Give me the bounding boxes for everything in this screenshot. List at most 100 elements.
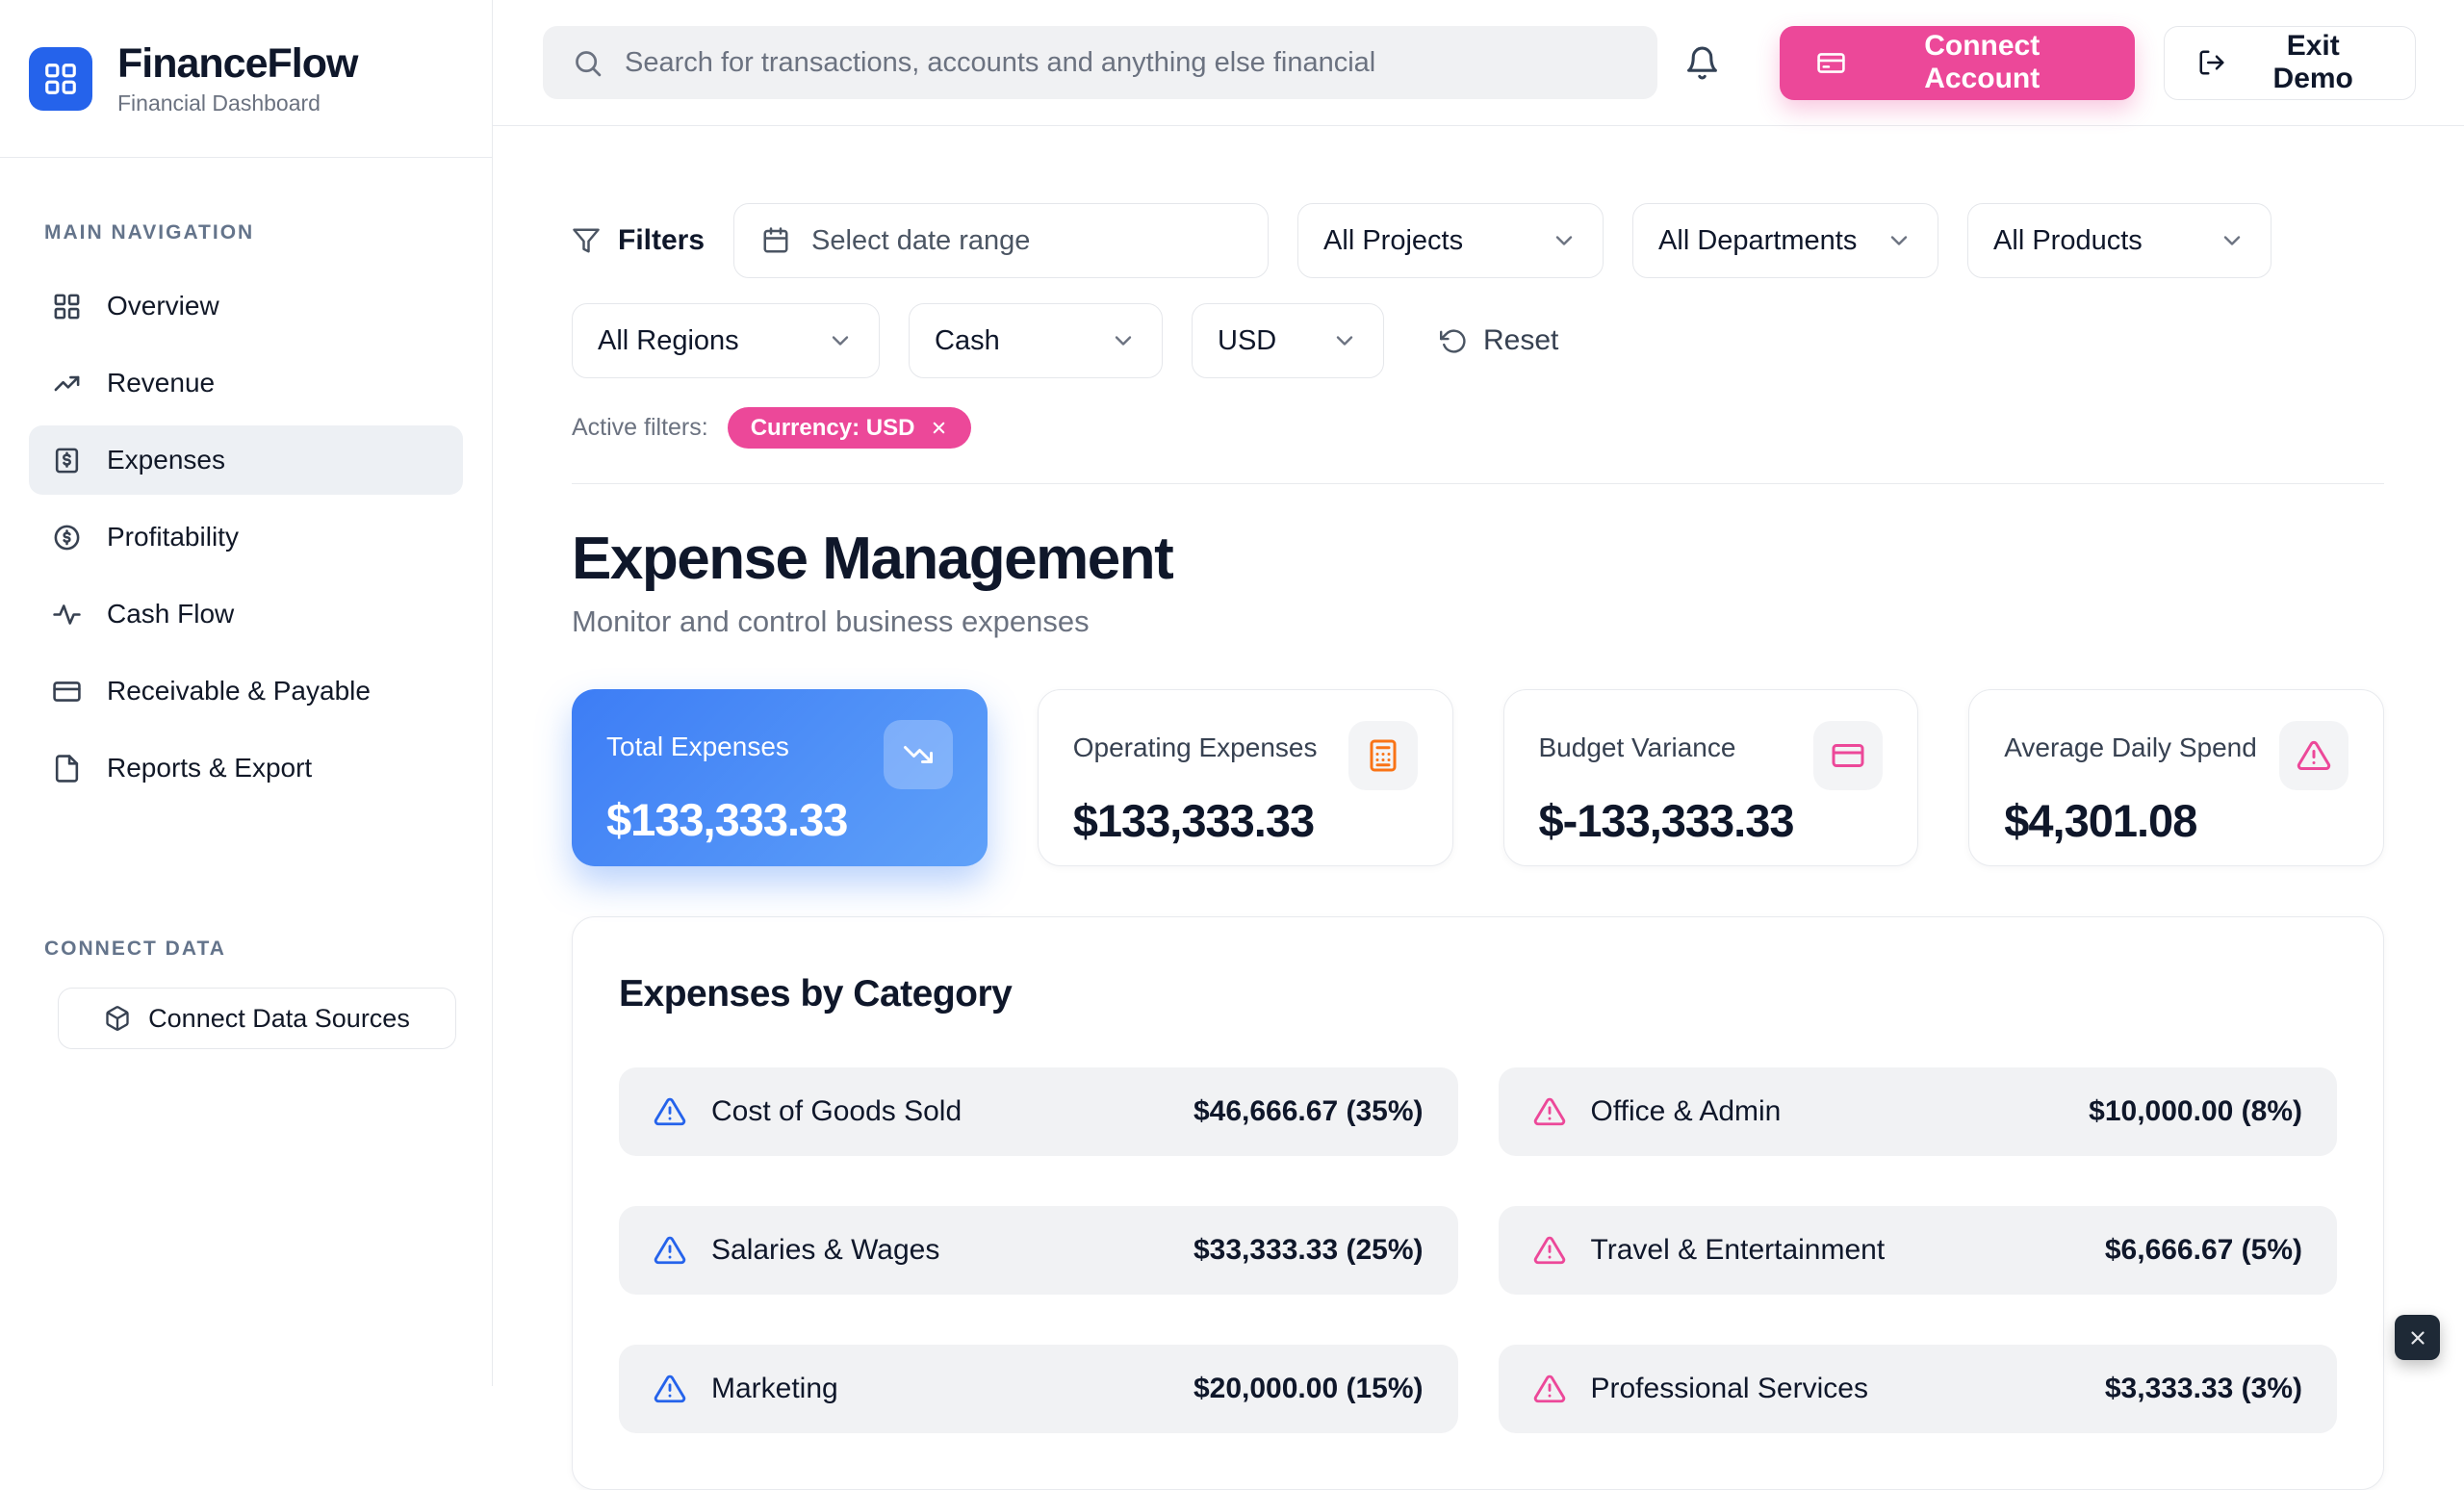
category-value: $6,666.67 (5%): [2104, 1234, 2302, 1266]
category-row-travel-entertainment: Travel & Entertainment $6,666.67 (5%): [1498, 1206, 2337, 1295]
credit-card-icon: [52, 677, 82, 706]
activity-icon: [52, 600, 82, 629]
app-logo-icon: [29, 46, 92, 111]
accounting-basis-value: Cash: [935, 324, 1000, 356]
page-content: Filters All Projects All Departments All…: [493, 126, 2464, 1490]
grid-icon: [52, 292, 82, 321]
connect-data-section-label: CONNECT DATA: [44, 938, 226, 960]
alert-triangle-icon: [1533, 1373, 1566, 1405]
stat-card-budget-variance: Budget Variance $-133,333.33: [1502, 689, 1919, 866]
stat-value: $133,333.33: [1072, 795, 1315, 846]
main-nav-section-label: MAIN NAVIGATION: [44, 221, 255, 244]
exit-demo-button[interactable]: Exit Demo: [2164, 25, 2416, 100]
filters-title: Filters: [572, 224, 705, 257]
chevron-down-icon: [1110, 327, 1137, 354]
date-range-input[interactable]: [811, 224, 1242, 257]
sidebar-item-label: Receivable & Payable: [107, 676, 371, 706]
category-label: Office & Admin: [1590, 1095, 1782, 1127]
alert-triangle-icon: [1533, 1095, 1566, 1128]
category-row-office-admin: Office & Admin $10,000.00 (8%): [1498, 1067, 2337, 1156]
category-label: Professional Services: [1590, 1373, 1868, 1404]
filters-row-1: Filters All Projects All Departments All…: [572, 203, 2384, 278]
categories-grid: Cost of Goods Sold $46,666.67 (35%) Offi…: [619, 1067, 2337, 1433]
toast-close-button[interactable]: [2395, 1315, 2440, 1360]
sidebar-item-label: Revenue: [107, 368, 216, 398]
search-bar[interactable]: [543, 26, 1657, 99]
alert-triangle-icon: [654, 1095, 686, 1128]
sidebar-item-overview[interactable]: Overview: [29, 271, 463, 341]
projects-select[interactable]: All Projects: [1297, 203, 1604, 278]
x-icon[interactable]: [930, 419, 948, 437]
reset-filters-button[interactable]: Reset: [1440, 324, 1558, 357]
active-filter-badge-currency[interactable]: Currency: USD: [727, 407, 972, 449]
chevron-down-icon: [1551, 227, 1578, 254]
sidebar-item-reports-export[interactable]: Reports & Export: [29, 733, 463, 803]
notifications-button[interactable]: [1684, 45, 1720, 81]
trending-up-icon: [52, 369, 82, 398]
category-value: $3,333.33 (3%): [2104, 1373, 2302, 1404]
sidebar-item-label: Cash Flow: [107, 599, 235, 629]
stat-value: $133,333.33: [606, 794, 848, 845]
expenses-by-category-card: Expenses by Category Cost of Goods Sold …: [572, 916, 2384, 1490]
category-value: $10,000.00 (8%): [2089, 1095, 2302, 1127]
x-icon: [2407, 1327, 2428, 1349]
regions-select[interactable]: All Regions: [572, 303, 880, 378]
chevron-down-icon: [1886, 227, 1912, 254]
connect-account-label: Connect Account: [1924, 30, 2040, 94]
alert-triangle-icon: [654, 1234, 686, 1267]
brand: FinanceFlow Financial Dashboard: [0, 0, 492, 158]
credit-card-icon: [1813, 721, 1884, 790]
chevron-down-icon: [1331, 327, 1358, 354]
reset-label: Reset: [1483, 324, 1559, 356]
products-select[interactable]: All Products: [1967, 203, 2272, 278]
category-label: Marketing: [711, 1373, 838, 1404]
funnel-icon: [572, 226, 601, 255]
category-value: $33,333.33 (25%): [1193, 1234, 1424, 1266]
sidebar-item-revenue[interactable]: Revenue: [29, 348, 463, 418]
stat-label: Budget Variance: [1538, 732, 1736, 762]
category-row-marketing: Marketing $20,000.00 (15%): [619, 1345, 1458, 1433]
stat-label: Average Daily Spend: [2004, 732, 2257, 762]
connect-account-button[interactable]: Connect Account: [1780, 25, 2136, 100]
alert-triangle-icon: [1533, 1234, 1566, 1267]
search-input[interactable]: [625, 46, 1629, 79]
cube-icon: [104, 1005, 131, 1032]
categories-title: Expenses by Category: [619, 973, 1013, 1015]
date-range-field[interactable]: [733, 203, 1270, 278]
sidebar-item-cash-flow[interactable]: Cash Flow: [29, 579, 463, 649]
category-value: $46,666.67 (35%): [1193, 1095, 1424, 1127]
currency-select[interactable]: USD: [1192, 303, 1384, 378]
sidebar-item-label: Profitability: [107, 522, 239, 552]
calendar-icon: [761, 226, 790, 255]
sidebar-item-profitability[interactable]: Profitability: [29, 502, 463, 572]
accounting-basis-select[interactable]: Cash: [909, 303, 1163, 378]
bell-icon: [1684, 45, 1720, 81]
page-title: Expense Management: [572, 526, 1174, 592]
stat-card-operating-expenses: Operating Expenses $133,333.33: [1037, 689, 1453, 866]
sidebar-item-label: Overview: [107, 291, 219, 321]
stat-value: $-133,333.33: [1538, 795, 1795, 846]
sidebar-item-expenses[interactable]: Expenses: [29, 425, 463, 495]
page-subtitle: Monitor and control business expenses: [572, 604, 1090, 638]
category-row-salaries-wages: Salaries & Wages $33,333.33 (25%): [619, 1206, 1458, 1295]
wallet-icon: [1816, 48, 1846, 78]
stat-card-total-expenses: Total Expenses $133,333.33: [572, 689, 988, 866]
trending-down-icon: [883, 720, 953, 789]
stat-label: Total Expenses: [606, 732, 789, 761]
stat-value: $4,301.08: [2004, 795, 2197, 846]
stats-grid: Total Expenses $133,333.33 Operating Exp…: [572, 689, 2384, 866]
exit-demo-label: Exit Demo: [2272, 30, 2353, 94]
dollar-circle-icon: [52, 523, 82, 552]
category-label: Travel & Entertainment: [1590, 1234, 1886, 1266]
brand-name: FinanceFlow: [117, 40, 358, 87]
main-area: Connect Account Exit Demo Filters All: [493, 0, 2464, 1490]
rotate-ccw-icon: [1440, 327, 1468, 355]
departments-select[interactable]: All Departments: [1632, 203, 1939, 278]
products-select-value: All Products: [1993, 224, 2143, 256]
regions-select-value: All Regions: [598, 324, 739, 356]
file-icon: [52, 754, 82, 784]
sidebar-item-receivable-payable[interactable]: Receivable & Payable: [29, 656, 463, 726]
connect-data-sources-button[interactable]: Connect Data Sources: [58, 988, 456, 1049]
top-bar: Connect Account Exit Demo: [493, 0, 2464, 126]
